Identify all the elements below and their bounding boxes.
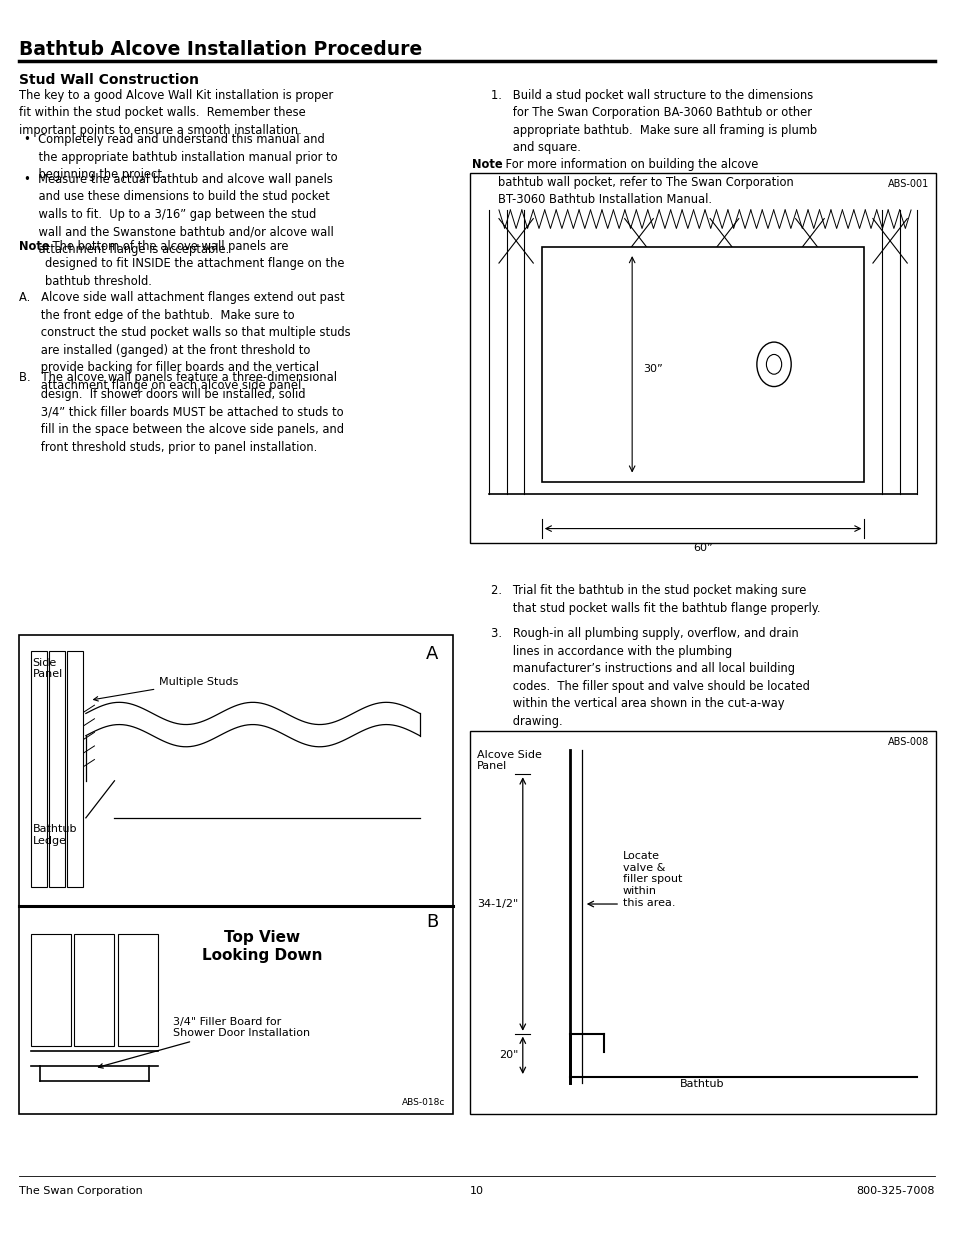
Bar: [49, 651, 65, 887]
Text: Stud Wall Construction: Stud Wall Construction: [19, 73, 199, 86]
Text: Side
Panel: Side Panel: [32, 658, 63, 679]
Text: B.   The alcove wall panels feature a three-dimensional
      design.  If shower: B. The alcove wall panels feature a thre…: [19, 370, 344, 453]
Text: •  Measure the actual bathtub and alcove wall panels
    and use these dimension: • Measure the actual bathtub and alcove …: [24, 173, 334, 256]
Text: 800-325-7008: 800-325-7008: [856, 1186, 934, 1195]
Bar: [470, 731, 935, 1114]
Text: ABS-001: ABS-001: [887, 179, 928, 189]
Text: Bathtub: Bathtub: [679, 1079, 724, 1089]
Text: 20": 20": [498, 1050, 517, 1061]
Text: 3/4" Filler Board for
Shower Door Installation: 3/4" Filler Board for Shower Door Instal…: [98, 1016, 310, 1068]
Text: : For more information on building the alcove
bathtub wall pocket, refer to The : : For more information on building the a…: [497, 158, 793, 206]
Bar: [541, 247, 863, 482]
Bar: [74, 934, 114, 1046]
Text: B: B: [426, 913, 437, 931]
Text: 60”: 60”: [693, 543, 712, 553]
Text: Alcove Side
Panel: Alcove Side Panel: [476, 750, 541, 771]
Bar: [19, 635, 453, 1114]
Text: ABS-008: ABS-008: [887, 737, 928, 747]
Text: : The bottom of the alcove wall panels are
designed to fit INSIDE the attachment: : The bottom of the alcove wall panels a…: [45, 240, 344, 288]
Bar: [30, 934, 71, 1046]
Text: Note: Note: [19, 240, 50, 253]
Text: Multiple Studs: Multiple Studs: [93, 677, 238, 701]
Text: The Swan Corporation: The Swan Corporation: [19, 1186, 143, 1195]
Text: Top View
Looking Down: Top View Looking Down: [202, 930, 322, 962]
Text: 3.   Rough-in all plumbing supply, overflow, and drain
      lines in accordance: 3. Rough-in all plumbing supply, overflo…: [491, 627, 809, 727]
Text: 30”: 30”: [643, 364, 662, 374]
Text: 1.   Build a stud pocket wall structure to the dimensions
      for The Swan Cor: 1. Build a stud pocket wall structure to…: [491, 89, 817, 154]
Bar: [470, 173, 935, 543]
Text: A.   Alcove side wall attachment flanges extend out past
      the front edge of: A. Alcove side wall attachment flanges e…: [19, 291, 351, 391]
Text: Note: Note: [472, 158, 502, 172]
Bar: [118, 934, 158, 1046]
Text: ABS-018c: ABS-018c: [402, 1098, 445, 1107]
Text: The key to a good Alcove Wall Kit installation is proper
fit within the stud poc: The key to a good Alcove Wall Kit instal…: [19, 89, 333, 137]
Text: 34-1/2": 34-1/2": [476, 899, 517, 909]
Text: Bathtub
Ledge: Bathtub Ledge: [32, 824, 77, 846]
Text: 2.   Trial fit the bathtub in the stud pocket making sure
      that stud pocket: 2. Trial fit the bathtub in the stud poc…: [491, 584, 820, 615]
Text: 10: 10: [470, 1186, 483, 1195]
Bar: [67, 651, 83, 887]
Text: Bathtub Alcove Installation Procedure: Bathtub Alcove Installation Procedure: [19, 40, 422, 58]
Text: •  Completely read and understand this manual and
    the appropriate bathtub in: • Completely read and understand this ma…: [24, 133, 337, 182]
Bar: [30, 651, 47, 887]
Text: Locate
valve &
filler spout
within
this area.: Locate valve & filler spout within this …: [622, 851, 681, 908]
Text: A: A: [426, 645, 437, 663]
